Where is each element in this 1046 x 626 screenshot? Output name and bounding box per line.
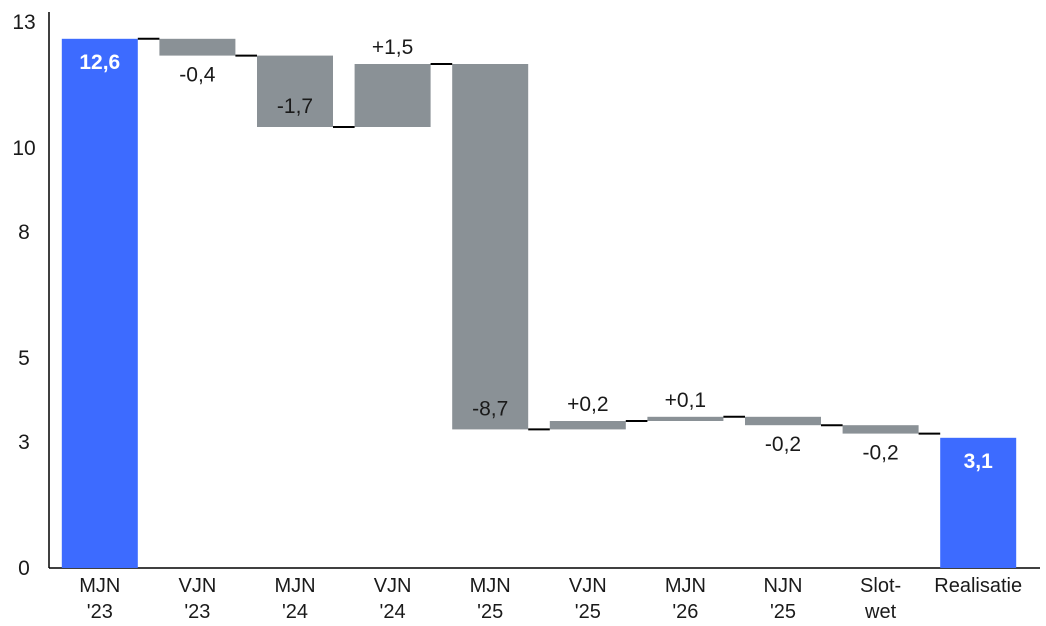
x-tick-label: Realisatie bbox=[934, 575, 1022, 597]
x-tick-label: VJN '24 bbox=[374, 575, 412, 623]
data-label: +0,2 bbox=[567, 393, 608, 416]
connectors bbox=[137, 37, 941, 435]
y-tick-label: 13 bbox=[12, 11, 35, 34]
change-bar bbox=[257, 55, 333, 127]
data-label: 12,6 bbox=[79, 51, 120, 74]
y-tick-label: 3 bbox=[18, 431, 30, 454]
change-bar bbox=[745, 416, 821, 426]
x-tick-label: MJN '25 bbox=[470, 575, 511, 623]
x-tick-label-line: '26 bbox=[672, 601, 698, 623]
x-tick-label-line: '24 bbox=[282, 601, 308, 623]
change-bar bbox=[354, 64, 431, 127]
x-tick-label-line: MJN bbox=[470, 575, 511, 597]
y-tick-label: 8 bbox=[18, 221, 30, 244]
x-tick-label-line: '24 bbox=[380, 601, 406, 623]
x-tick-label: Slot-wet bbox=[860, 575, 901, 623]
x-tick-label-line: MJN bbox=[79, 575, 120, 597]
x-tick-label: NJN '25 bbox=[764, 575, 803, 623]
total-bar bbox=[940, 437, 1017, 568]
x-tick-label-line: MJN bbox=[274, 575, 315, 597]
x-tick-label: MJN '26 bbox=[665, 575, 706, 623]
x-tick-label: VJN '23 bbox=[179, 575, 217, 623]
data-label: -1,7 bbox=[277, 95, 313, 118]
data-label: -0,2 bbox=[863, 442, 899, 465]
x-tick-label-line: Slot- bbox=[860, 575, 901, 597]
change-bar bbox=[842, 425, 919, 434]
x-tick-label: VJN '25 bbox=[569, 575, 607, 623]
x-tick-label-line: Realisatie bbox=[934, 575, 1022, 597]
x-tick-label-line: '25 bbox=[770, 601, 796, 623]
x-tick-label-line: '25 bbox=[477, 601, 503, 623]
x-tick-label-line: '23 bbox=[87, 601, 113, 623]
x-tick-label-line: VJN bbox=[374, 575, 412, 597]
change-bar bbox=[647, 416, 724, 421]
x-tick-label-line: MJN bbox=[665, 575, 706, 597]
x-tick-label-line: '23 bbox=[184, 601, 210, 623]
x-tick-label: MJN '24 bbox=[274, 575, 315, 623]
change-bar bbox=[452, 64, 529, 430]
x-tick-label-line: '25 bbox=[575, 601, 601, 623]
x-tick-label-line: wet bbox=[864, 601, 897, 623]
x-tick-label-line: VJN bbox=[179, 575, 217, 597]
data-labels: 12,6 -0,4 -1,7 +1,5 -8,7 +0,2 +0,1 -0,2 -0,2 3,1 bbox=[79, 36, 993, 473]
y-tick-label: 0 bbox=[18, 557, 30, 580]
total-bar bbox=[61, 38, 138, 569]
data-label: -0,2 bbox=[765, 433, 801, 456]
x-axis-labels: MJN '23 VJN '23 MJN '24 VJN '24 MJN '25 VJN '25 MJN '… bbox=[79, 575, 1022, 623]
x-tick-label-line: NJN bbox=[764, 575, 803, 597]
data-label: -8,7 bbox=[472, 397, 508, 420]
x-tick-label-line: VJN bbox=[569, 575, 607, 597]
y-tick-label: 10 bbox=[12, 137, 35, 160]
axes bbox=[48, 12, 1040, 569]
data-label: 3,1 bbox=[964, 450, 994, 473]
y-axis-labels: 0 3 5 8 10 13 bbox=[12, 11, 35, 580]
y-tick-label: 5 bbox=[18, 347, 30, 370]
data-label: +1,5 bbox=[372, 36, 413, 59]
x-tick-label: MJN '23 bbox=[79, 575, 120, 623]
change-bar bbox=[549, 421, 626, 430]
data-label: +0,1 bbox=[665, 389, 706, 412]
data-label: -0,4 bbox=[179, 64, 216, 87]
change-bar bbox=[159, 38, 236, 56]
bars bbox=[61, 38, 1017, 569]
